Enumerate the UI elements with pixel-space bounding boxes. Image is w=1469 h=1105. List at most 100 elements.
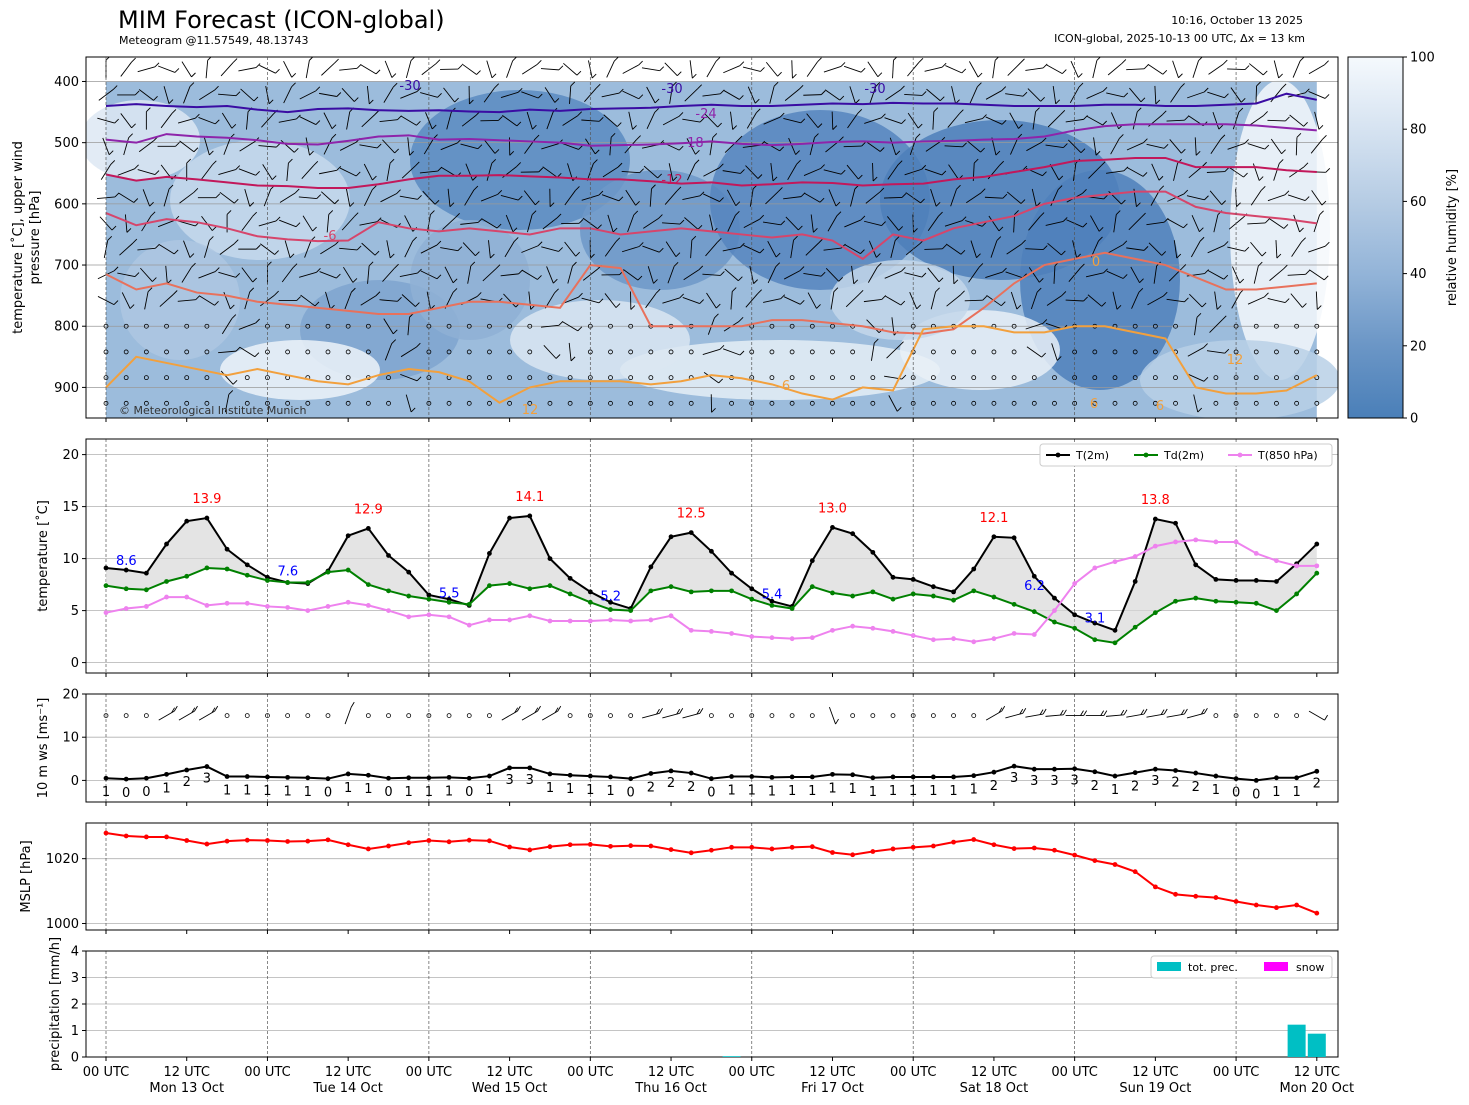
calm-circle-icon (971, 375, 977, 381)
wind-barb-icon (1206, 171, 1225, 173)
data-point (1173, 891, 1178, 897)
data-point (567, 618, 573, 624)
calm-circle-icon (487, 349, 492, 355)
wind-barb-icon (791, 60, 793, 79)
rh-contour-area (1140, 340, 1338, 418)
wind-barb-icon (1161, 251, 1167, 256)
wind-barb-icon (806, 113, 819, 128)
wind-barb-icon (682, 118, 701, 123)
wind-barb-icon (1288, 166, 1305, 178)
calm-circle-icon (628, 349, 634, 355)
data-point (1152, 516, 1158, 522)
wind-barb-icon (214, 119, 220, 125)
data-point (224, 774, 230, 779)
data-point (1274, 558, 1279, 564)
wind-barb-icon (662, 297, 680, 304)
wind-barb-icon (392, 329, 398, 335)
wind-barb-icon (316, 268, 321, 273)
wind-barb-icon (268, 99, 274, 105)
colorbar-tick-label: 0 (1410, 412, 1418, 427)
calm-circle-icon (386, 400, 391, 406)
wind-barb-icon (1236, 202, 1241, 208)
wind-barb-icon (400, 91, 418, 99)
wind-barb-icon (108, 150, 114, 156)
wind-barb-icon (1287, 194, 1306, 201)
wind-barb-icon (576, 70, 582, 76)
wind-barb-icon (351, 287, 356, 293)
data-point (991, 636, 997, 642)
wind-barb-icon (436, 274, 442, 280)
wind-barb-icon (830, 291, 835, 310)
wind-barb-icon (504, 241, 515, 258)
wind-barb-icon (495, 264, 501, 270)
wind-barb-icon (805, 242, 820, 256)
prec-y-label: precipitation [mm/h] (48, 937, 63, 1071)
wind-barb-icon (472, 176, 477, 181)
wind-barb-icon (400, 346, 417, 358)
wind-barb-icon (959, 109, 964, 115)
data-point (1173, 598, 1178, 604)
wind-barb-icon (240, 88, 255, 102)
wind-barb-icon (280, 139, 295, 153)
wind-barb-icon (921, 164, 927, 170)
data-point (890, 629, 896, 634)
wind-barb-icon (144, 291, 149, 310)
data-point (870, 549, 876, 555)
calm-circle-icon (809, 713, 815, 718)
data-point (406, 593, 412, 599)
calm-circle-icon (608, 323, 613, 329)
data-point (1112, 773, 1118, 779)
wind-barb-icon (1247, 143, 1265, 150)
wind-barb-icon (189, 253, 195, 258)
rh-contour-area (510, 300, 690, 380)
wind-barb-icon (683, 269, 700, 281)
wind-barb-icon (985, 116, 1003, 125)
wind-barb-icon (1031, 188, 1037, 207)
x-tick-label: 00 UTC (729, 1065, 775, 1080)
wind-barb-icon (244, 188, 251, 207)
data-point (930, 584, 936, 590)
wind-barb-icon (730, 291, 733, 310)
wind-barb-icon (1163, 708, 1168, 715)
wind-barb-icon (534, 134, 540, 140)
wind-barb-icon (1022, 708, 1027, 714)
wind-barb-icon (1224, 167, 1230, 172)
wind-barb-icon (1203, 343, 1208, 348)
wind-barb-icon (669, 85, 673, 104)
wind-barb-icon (1227, 142, 1245, 150)
wind-value-label: 3 (1151, 774, 1159, 789)
wind-barb-icon (820, 271, 826, 277)
data-point (386, 843, 391, 849)
wind-barb-icon (1325, 168, 1331, 173)
data-point (910, 591, 916, 597)
data-point (991, 594, 997, 600)
data-point (1031, 766, 1037, 772)
data-point (729, 631, 734, 636)
data-point (1152, 766, 1158, 772)
wind-barb-icon (1256, 81, 1261, 87)
wind-barb-icon (884, 270, 902, 279)
wind-barb-icon (195, 113, 200, 119)
isotherm-label: 6 (1090, 397, 1098, 412)
min-label: 8.6 (116, 554, 137, 569)
data-point (507, 515, 512, 521)
wind-barb-icon (735, 210, 740, 216)
wind-barb-icon (120, 113, 132, 129)
wind-barb-icon (643, 218, 659, 229)
wind-barb-icon (366, 85, 370, 104)
wind-barb-icon (1248, 115, 1264, 127)
wind-barb-icon (302, 215, 313, 232)
temperature-panel-frame (85, 438, 1339, 674)
wind-barb-icon (1053, 265, 1056, 284)
wind-barb-icon (1095, 150, 1101, 156)
wind-barb-icon (796, 159, 801, 165)
wind-barb-icon (528, 291, 532, 310)
data-point (1253, 778, 1259, 783)
wind-barb-icon (1207, 245, 1225, 254)
wind-barb-icon (315, 86, 321, 92)
wind-barb-icon (1195, 151, 1201, 156)
wind-barb-icon (232, 58, 238, 63)
data-point (567, 575, 573, 581)
data-point (1152, 884, 1158, 890)
